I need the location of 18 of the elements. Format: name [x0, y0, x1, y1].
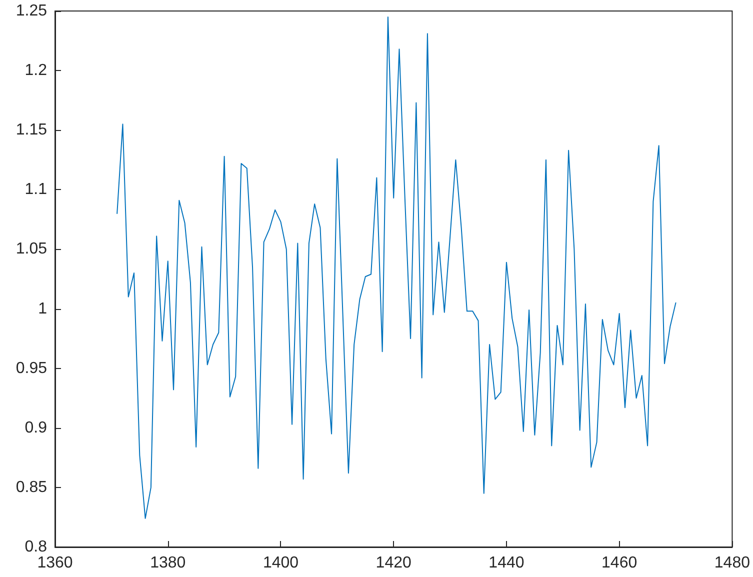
x-tick-label: 1380	[150, 554, 186, 572]
y-tick-label: 1	[38, 300, 48, 318]
x-tick-label: 1440	[488, 554, 524, 572]
y-tick-label: 1.2	[24, 62, 48, 80]
y-tick-label: 0.8	[24, 538, 48, 556]
y-tick-label: 1.25	[16, 2, 48, 20]
x-tick-label: 1400	[262, 554, 299, 572]
x-tick-label: 1460	[602, 554, 638, 572]
y-tick-label: 1.1	[24, 181, 48, 198]
y-tick-label: 1.05	[16, 240, 48, 258]
x-tick-label: 1420	[376, 554, 412, 572]
line-series	[116, 16, 676, 519]
y-tick-label: 0.95	[16, 360, 48, 377]
y-tick-label: 1.15	[16, 122, 48, 139]
x-tick-label: 1360	[37, 554, 73, 572]
y-tick-label: 0.9	[24, 419, 48, 436]
x-tick-label: 1480	[714, 554, 750, 572]
y-tick-label: 0.85	[16, 478, 48, 496]
